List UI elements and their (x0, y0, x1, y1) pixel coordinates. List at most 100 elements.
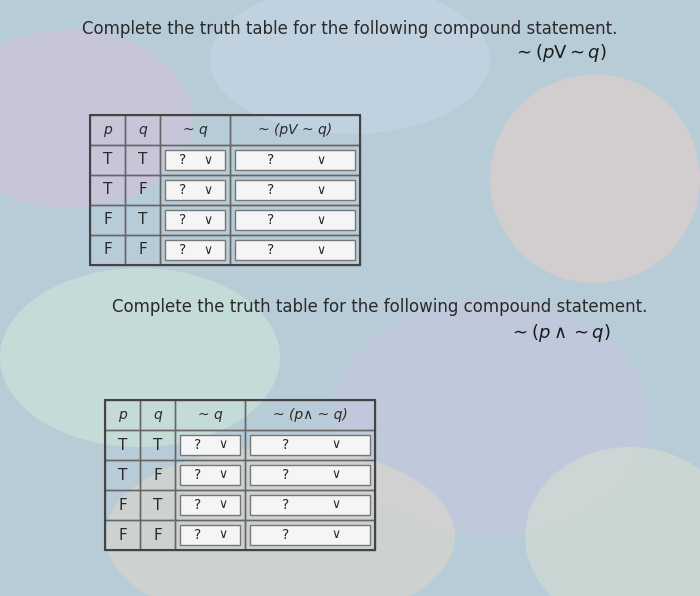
Text: ∨: ∨ (218, 468, 228, 482)
Text: $\sim (p\mathrm{V} \sim q)$: $\sim (p\mathrm{V} \sim q)$ (513, 42, 607, 64)
Text: F: F (153, 527, 162, 542)
Text: F: F (138, 182, 147, 197)
Bar (140, 460, 175, 490)
Bar (245, 430, 375, 460)
Bar (125, 205, 160, 235)
Text: F: F (153, 467, 162, 483)
FancyBboxPatch shape (180, 525, 240, 545)
Text: $\sim (p\wedge \sim q)$: $\sim (p\wedge \sim q)$ (509, 322, 611, 344)
Bar (105, 400, 375, 550)
FancyBboxPatch shape (250, 465, 370, 485)
Bar (175, 490, 245, 520)
Ellipse shape (490, 74, 700, 283)
FancyBboxPatch shape (235, 240, 355, 260)
Text: ?: ? (179, 153, 187, 167)
Bar (175, 460, 245, 490)
Text: ∨: ∨ (332, 498, 341, 511)
Text: F: F (118, 527, 127, 542)
Text: q: q (153, 408, 162, 422)
Text: ?: ? (267, 183, 274, 197)
Text: Complete the truth table for the following compound statement.: Complete the truth table for the followi… (83, 20, 617, 38)
Text: T: T (118, 467, 127, 483)
Bar (90, 205, 125, 235)
Text: F: F (118, 498, 127, 513)
Ellipse shape (525, 447, 700, 596)
Bar (160, 235, 230, 265)
Bar (105, 400, 140, 430)
Bar (105, 430, 140, 460)
Text: ?: ? (195, 438, 202, 452)
Text: ?: ? (282, 498, 290, 512)
Text: F: F (103, 213, 112, 228)
FancyBboxPatch shape (250, 435, 370, 455)
Bar (90, 235, 125, 265)
Bar (175, 430, 245, 460)
Ellipse shape (210, 0, 490, 134)
Text: ~ q: ~ q (197, 408, 223, 422)
Text: ∨: ∨ (218, 529, 228, 542)
Bar (140, 490, 175, 520)
Text: T: T (138, 153, 147, 167)
Text: T: T (103, 153, 112, 167)
Bar (245, 490, 375, 520)
Bar (160, 145, 230, 175)
Ellipse shape (0, 268, 280, 447)
Bar (230, 145, 360, 175)
Text: T: T (103, 182, 112, 197)
Bar (90, 145, 125, 175)
Bar (140, 520, 175, 550)
FancyBboxPatch shape (250, 495, 370, 515)
FancyBboxPatch shape (165, 210, 225, 230)
Text: ?: ? (195, 528, 202, 542)
Text: ∨: ∨ (317, 154, 326, 166)
Bar (175, 520, 245, 550)
Text: ∨: ∨ (218, 439, 228, 452)
Text: T: T (153, 437, 162, 452)
Text: ∨: ∨ (332, 529, 341, 542)
Text: ?: ? (282, 468, 290, 482)
Bar (105, 460, 140, 490)
Bar (140, 400, 175, 430)
FancyBboxPatch shape (180, 435, 240, 455)
Text: ∨: ∨ (204, 154, 213, 166)
Bar (175, 400, 245, 430)
Text: ?: ? (195, 468, 202, 482)
Text: p: p (103, 123, 112, 137)
Text: ?: ? (282, 528, 290, 542)
Text: ?: ? (195, 498, 202, 512)
Bar (160, 175, 230, 205)
Bar (230, 115, 360, 145)
Ellipse shape (0, 30, 193, 209)
Text: ?: ? (179, 213, 187, 227)
Bar (160, 205, 230, 235)
Text: ∨: ∨ (332, 439, 341, 452)
Bar (125, 235, 160, 265)
Text: p: p (118, 408, 127, 422)
Bar (90, 175, 125, 205)
Text: ?: ? (179, 243, 187, 257)
FancyBboxPatch shape (250, 525, 370, 545)
Text: ∨: ∨ (204, 244, 213, 256)
Text: ~ (pV ~ q): ~ (pV ~ q) (258, 123, 332, 137)
Text: ?: ? (282, 438, 290, 452)
Bar (105, 520, 140, 550)
Text: ~ (p∧ ~ q): ~ (p∧ ~ q) (272, 408, 347, 422)
Text: ∨: ∨ (204, 213, 213, 226)
Text: T: T (153, 498, 162, 513)
Text: F: F (138, 243, 147, 257)
Text: Complete the truth table for the following compound statement.: Complete the truth table for the followi… (112, 298, 648, 316)
Bar (160, 115, 230, 145)
Text: F: F (103, 243, 112, 257)
Bar (230, 175, 360, 205)
Bar (245, 520, 375, 550)
Text: T: T (118, 437, 127, 452)
Bar (245, 460, 375, 490)
Bar (230, 235, 360, 265)
FancyBboxPatch shape (165, 180, 225, 200)
Text: ∨: ∨ (204, 184, 213, 197)
Text: ∨: ∨ (218, 498, 228, 511)
Bar (105, 490, 140, 520)
Bar (125, 175, 160, 205)
Bar (230, 205, 360, 235)
Bar (125, 145, 160, 175)
